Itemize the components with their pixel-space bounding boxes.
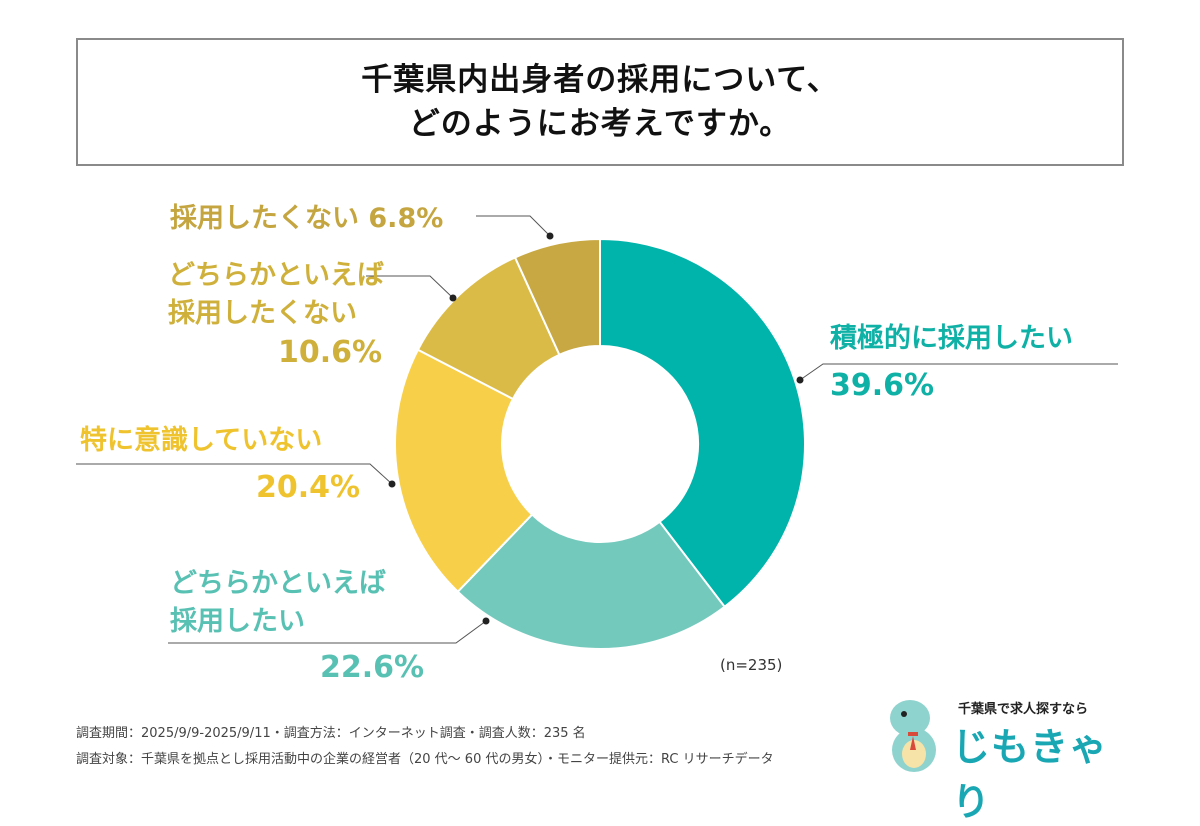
label-s0-pct: 39.6% — [830, 368, 935, 403]
label-s0-name: 積極的に採用したい — [830, 323, 1073, 354]
leader-lines — [76, 215, 1118, 644]
sample-size-label: (n=235) — [720, 656, 783, 674]
label-s4: 採用したくない 6.8% — [170, 203, 444, 234]
label-s1-name-2: 採用したい — [170, 606, 305, 637]
donut-slice-0 — [599, 237, 806, 609]
label-s3: どちらかといえば 採用したくない 10.6% — [168, 257, 384, 373]
donut-chart — [76, 215, 1118, 650]
title-box: 千葉県内出身者の採用について、 どのようにお考えですか。 — [76, 38, 1124, 166]
brand-logo: 千葉県で求人探すなら じもきゃり — [880, 696, 1130, 824]
brand-tagline: 千葉県で求人探すなら — [958, 702, 1089, 717]
leader-line-s4 — [476, 215, 551, 237]
survey-note-line-1: 調査期間：2025/9/9-2025/9/11・調査方法：インターネット調査・調… — [76, 726, 586, 741]
leader-dot-s3 — [449, 294, 457, 302]
label-s0: 積極的に採用したい 39.6% — [830, 320, 1073, 406]
leader-dot-s0 — [796, 376, 804, 384]
leader-line-s1 — [168, 620, 487, 644]
leader-dot-s1 — [482, 617, 490, 625]
label-s3-pct: 10.6% — [278, 335, 383, 370]
label-s2: 特に意識していない — [80, 422, 322, 460]
donut-slice-2 — [394, 348, 534, 594]
leader-dot-s2 — [388, 480, 396, 488]
leader-line-s0 — [799, 363, 1118, 381]
chart-title-line-2: どのようにお考えですか。 — [408, 106, 792, 142]
survey-note-line-2: 調査対象：千葉県を拠点とし採用活動中の企業の経営者（20 代～ 60 代の男女）… — [76, 752, 774, 767]
chart-title-line-1: 千葉県内出身者の採用について、 — [361, 62, 839, 98]
label-s3-name-2: 採用したくない — [168, 298, 357, 329]
donut-slice-1 — [456, 513, 727, 650]
label-s2-pct: 20.4% — [256, 470, 361, 505]
leader-line-s3 — [366, 275, 454, 299]
leader-line-s2 — [76, 463, 393, 485]
label-s1-pct: 22.6% — [320, 650, 425, 685]
brand-name: じもきゃり — [952, 725, 1109, 824]
label-s3-name-1: どちらかといえば — [168, 260, 384, 291]
label-s1-name-1: どちらかといえば — [170, 568, 386, 599]
donut-slices — [394, 237, 806, 650]
donut-slice-4 — [513, 237, 601, 357]
label-s1: どちらかといえば 採用したい — [170, 565, 386, 641]
label-s2-name: 特に意識していない — [80, 425, 323, 456]
dinosaur-mascot-icon — [890, 700, 936, 772]
leader-dot-s4 — [546, 232, 554, 240]
